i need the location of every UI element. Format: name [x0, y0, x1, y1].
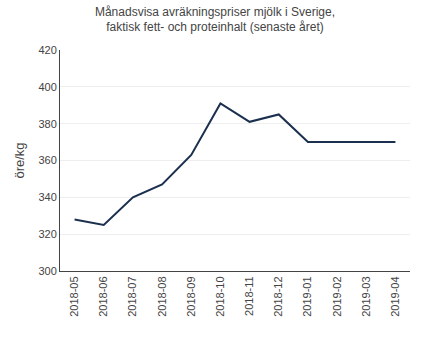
svg-text:2018-10: 2018-10 [214, 276, 226, 316]
svg-text:2019-04: 2019-04 [389, 276, 401, 316]
svg-text:420: 420 [38, 44, 56, 56]
svg-text:320: 320 [38, 228, 56, 240]
svg-text:2019-03: 2019-03 [360, 276, 372, 316]
svg-text:2019-01: 2019-01 [301, 276, 313, 316]
svg-text:340: 340 [38, 191, 56, 203]
svg-text:360: 360 [38, 154, 56, 166]
svg-text:2018-12: 2018-12 [272, 276, 284, 316]
svg-text:2018-06: 2018-06 [97, 276, 109, 316]
svg-text:öre/kg: öre/kg [12, 142, 27, 178]
svg-text:300: 300 [38, 265, 56, 277]
svg-text:2018-11: 2018-11 [243, 276, 255, 316]
svg-text:2018-05: 2018-05 [68, 276, 80, 316]
svg-text:380: 380 [38, 118, 56, 130]
svg-text:2019-02: 2019-02 [331, 276, 343, 316]
svg-text:400: 400 [38, 81, 56, 93]
svg-text:2018-07: 2018-07 [126, 276, 138, 316]
svg-text:Månadsvisa avräkningspriser mj: Månadsvisa avräkningspriser mjölk i Sver… [95, 5, 335, 35]
svg-text:2018-08: 2018-08 [156, 276, 168, 316]
svg-text:2018-09: 2018-09 [185, 276, 197, 316]
